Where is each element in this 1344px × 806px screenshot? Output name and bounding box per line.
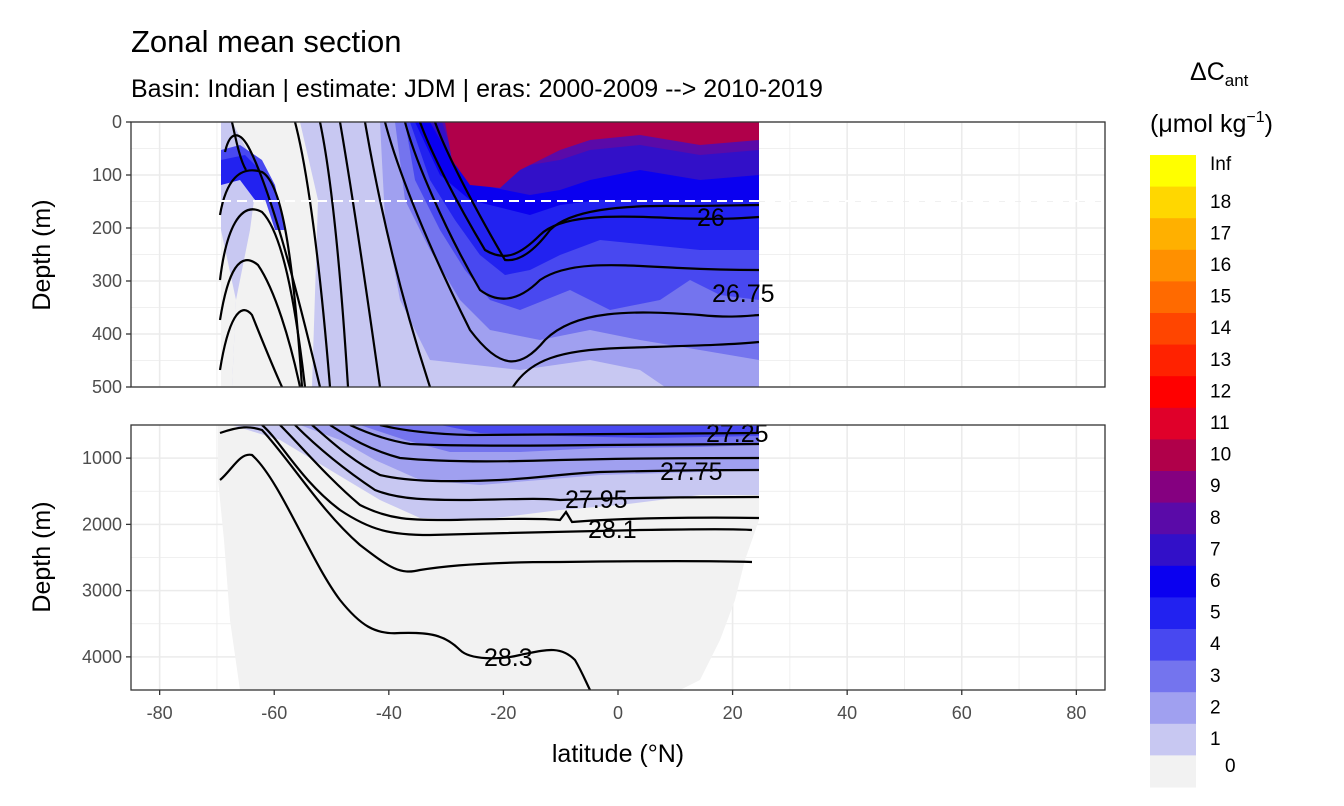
legend-swatch — [1150, 249, 1196, 282]
y-tick-label: 300 — [92, 271, 122, 291]
legend-tick-label: 11 — [1210, 413, 1230, 434]
legend-tick-label: 0 — [1225, 756, 1236, 777]
legend-tick-label: 15 — [1210, 287, 1231, 308]
legend-tick-label: 2 — [1210, 697, 1221, 718]
contour-label-27-25: 27.25 — [706, 420, 769, 448]
y-tick-label: 1000 — [82, 448, 122, 468]
x-tick-label: -60 — [261, 703, 287, 723]
x-tick-label: -20 — [490, 703, 516, 723]
contour-label-28-3: 28.3 — [484, 644, 533, 672]
legend-tick-label: Inf — [1210, 154, 1232, 175]
y-axis-title-upper: Depth (m) — [28, 199, 56, 310]
contour-label-26: 26 — [697, 204, 725, 232]
y-tick-label: 500 — [92, 377, 122, 397]
lower-contours — [219, 425, 760, 690]
legend-tick-label: 8 — [1210, 508, 1221, 529]
legend-swatch — [1150, 155, 1196, 188]
legend-tick-label: 9 — [1210, 476, 1221, 497]
x-tick-label: -80 — [147, 703, 173, 723]
upper-field — [221, 122, 759, 387]
legend-tick-label: 6 — [1210, 571, 1221, 592]
lower-field — [218, 425, 759, 690]
legend-tick-label: 4 — [1210, 634, 1221, 655]
lower-panel: 27.25 27.75 27.95 28.1 28.3 — [130, 420, 1106, 691]
legend-tick-label: 12 — [1210, 381, 1231, 402]
legend-swatch — [1150, 502, 1196, 535]
legend-title: ΔCant — [1190, 58, 1249, 90]
contour-label-27-95: 27.95 — [565, 486, 628, 514]
legend-swatch — [1150, 376, 1196, 409]
legend: ΔCant (μmol kg−1) Inf1817161514131211109… — [1150, 58, 1273, 788]
y-tick-label: 400 — [92, 324, 122, 344]
upper-panel: 26 26.75 — [130, 121, 1106, 388]
chart-title: Zonal mean section — [131, 24, 402, 59]
x-tick-label: 20 — [723, 703, 743, 723]
x-tick-label: -40 — [376, 703, 402, 723]
y-tick-label: 200 — [92, 218, 122, 238]
contour-label-27-75: 27.75 — [660, 458, 723, 486]
legend-unit: (μmol kg−1) — [1150, 109, 1273, 138]
legend-swatch — [1150, 629, 1196, 662]
legend-swatch — [1150, 692, 1196, 725]
legend-swatch — [1150, 565, 1196, 598]
legend-swatch — [1150, 723, 1196, 756]
x-tick-label: 60 — [952, 703, 972, 723]
legend-tick-label: 18 — [1210, 192, 1231, 213]
legend-tick-label: 5 — [1210, 603, 1221, 624]
legend-swatch — [1150, 755, 1196, 788]
legend-tick-label: 13 — [1210, 350, 1231, 371]
legend-swatch — [1150, 186, 1196, 219]
x-tick-label: 80 — [1066, 703, 1086, 723]
legend-swatch — [1150, 534, 1196, 567]
legend-tick-label: 10 — [1210, 445, 1231, 466]
upper-contours — [218, 122, 760, 387]
legend-tick-label: 3 — [1210, 666, 1221, 687]
legend-swatch — [1150, 439, 1196, 472]
legend-swatch — [1150, 344, 1196, 377]
legend-swatch — [1150, 407, 1196, 440]
y-tick-label: 2000 — [82, 514, 122, 534]
legend-swatch — [1150, 597, 1196, 630]
contour-label-28-1: 28.1 — [588, 516, 637, 544]
legend-tick-label: 16 — [1210, 255, 1231, 276]
contour-label-26-75: 26.75 — [712, 280, 775, 308]
legend-tick-label: 7 — [1210, 539, 1221, 560]
x-tick-label: 0 — [613, 703, 623, 723]
y-axis-title-lower: Depth (m) — [28, 501, 56, 612]
chart-subtitle: Basin: Indian | estimate: JDM | eras: 20… — [131, 75, 823, 103]
legend-tick-label: 17 — [1210, 223, 1231, 244]
legend-tick-label: 1 — [1210, 729, 1221, 750]
legend-swatch — [1150, 313, 1196, 346]
legend-swatch — [1150, 218, 1196, 251]
y-tick-label: 0 — [112, 112, 122, 132]
x-axis-title: latitude (°N) — [552, 740, 684, 768]
y-tick-label: 100 — [92, 165, 122, 185]
y-tick-label: 4000 — [82, 647, 122, 667]
legend-tick-label: 14 — [1210, 318, 1232, 339]
y-tick-label: 3000 — [82, 581, 122, 601]
legend-swatch — [1150, 660, 1196, 693]
legend-swatch — [1150, 471, 1196, 504]
legend-swatch — [1150, 281, 1196, 314]
x-tick-label: 40 — [837, 703, 857, 723]
